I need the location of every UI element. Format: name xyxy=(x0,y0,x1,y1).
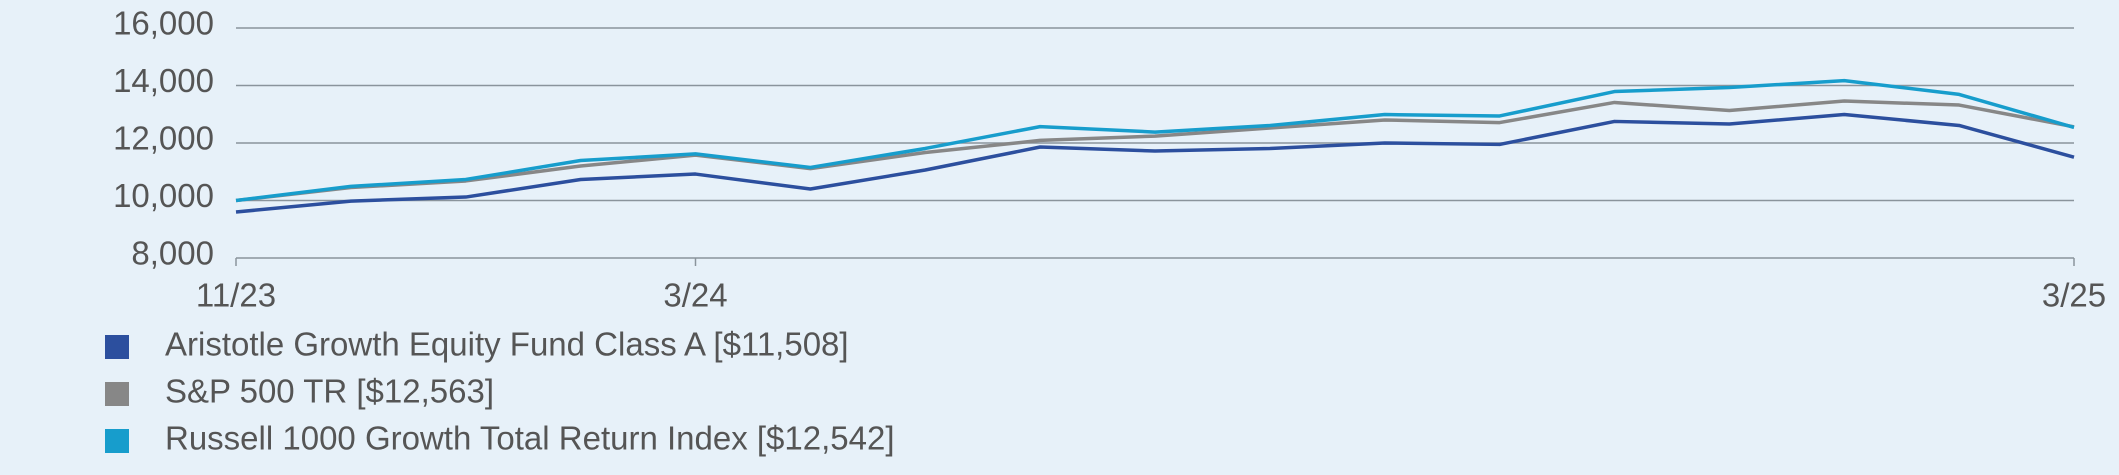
y-tick-label: 10,000 xyxy=(113,177,214,214)
x-tick-label: 3/24 xyxy=(663,277,727,314)
legend-swatch xyxy=(105,382,129,406)
series-line xyxy=(235,112,2075,214)
y-tick-label: 12,000 xyxy=(113,120,214,157)
y-tick-label: 16,000 xyxy=(113,5,214,42)
legend-label: S&P 500 TR [$12,563] xyxy=(165,373,494,410)
series-line xyxy=(235,78,2075,203)
x-tick-label: 3/25 xyxy=(2042,277,2106,314)
legend-swatch xyxy=(105,335,129,359)
y-tick-label: 8,000 xyxy=(131,235,214,272)
legend-label: Aristotle Growth Equity Fund Class A [$1… xyxy=(165,326,849,363)
series-line xyxy=(235,99,2075,203)
legend-label: Russell 1000 Growth Total Return Index [… xyxy=(165,420,895,457)
y-tick-label: 14,000 xyxy=(113,62,214,99)
x-tick-label: 11/23 xyxy=(196,277,276,314)
legend-swatch xyxy=(105,429,129,453)
